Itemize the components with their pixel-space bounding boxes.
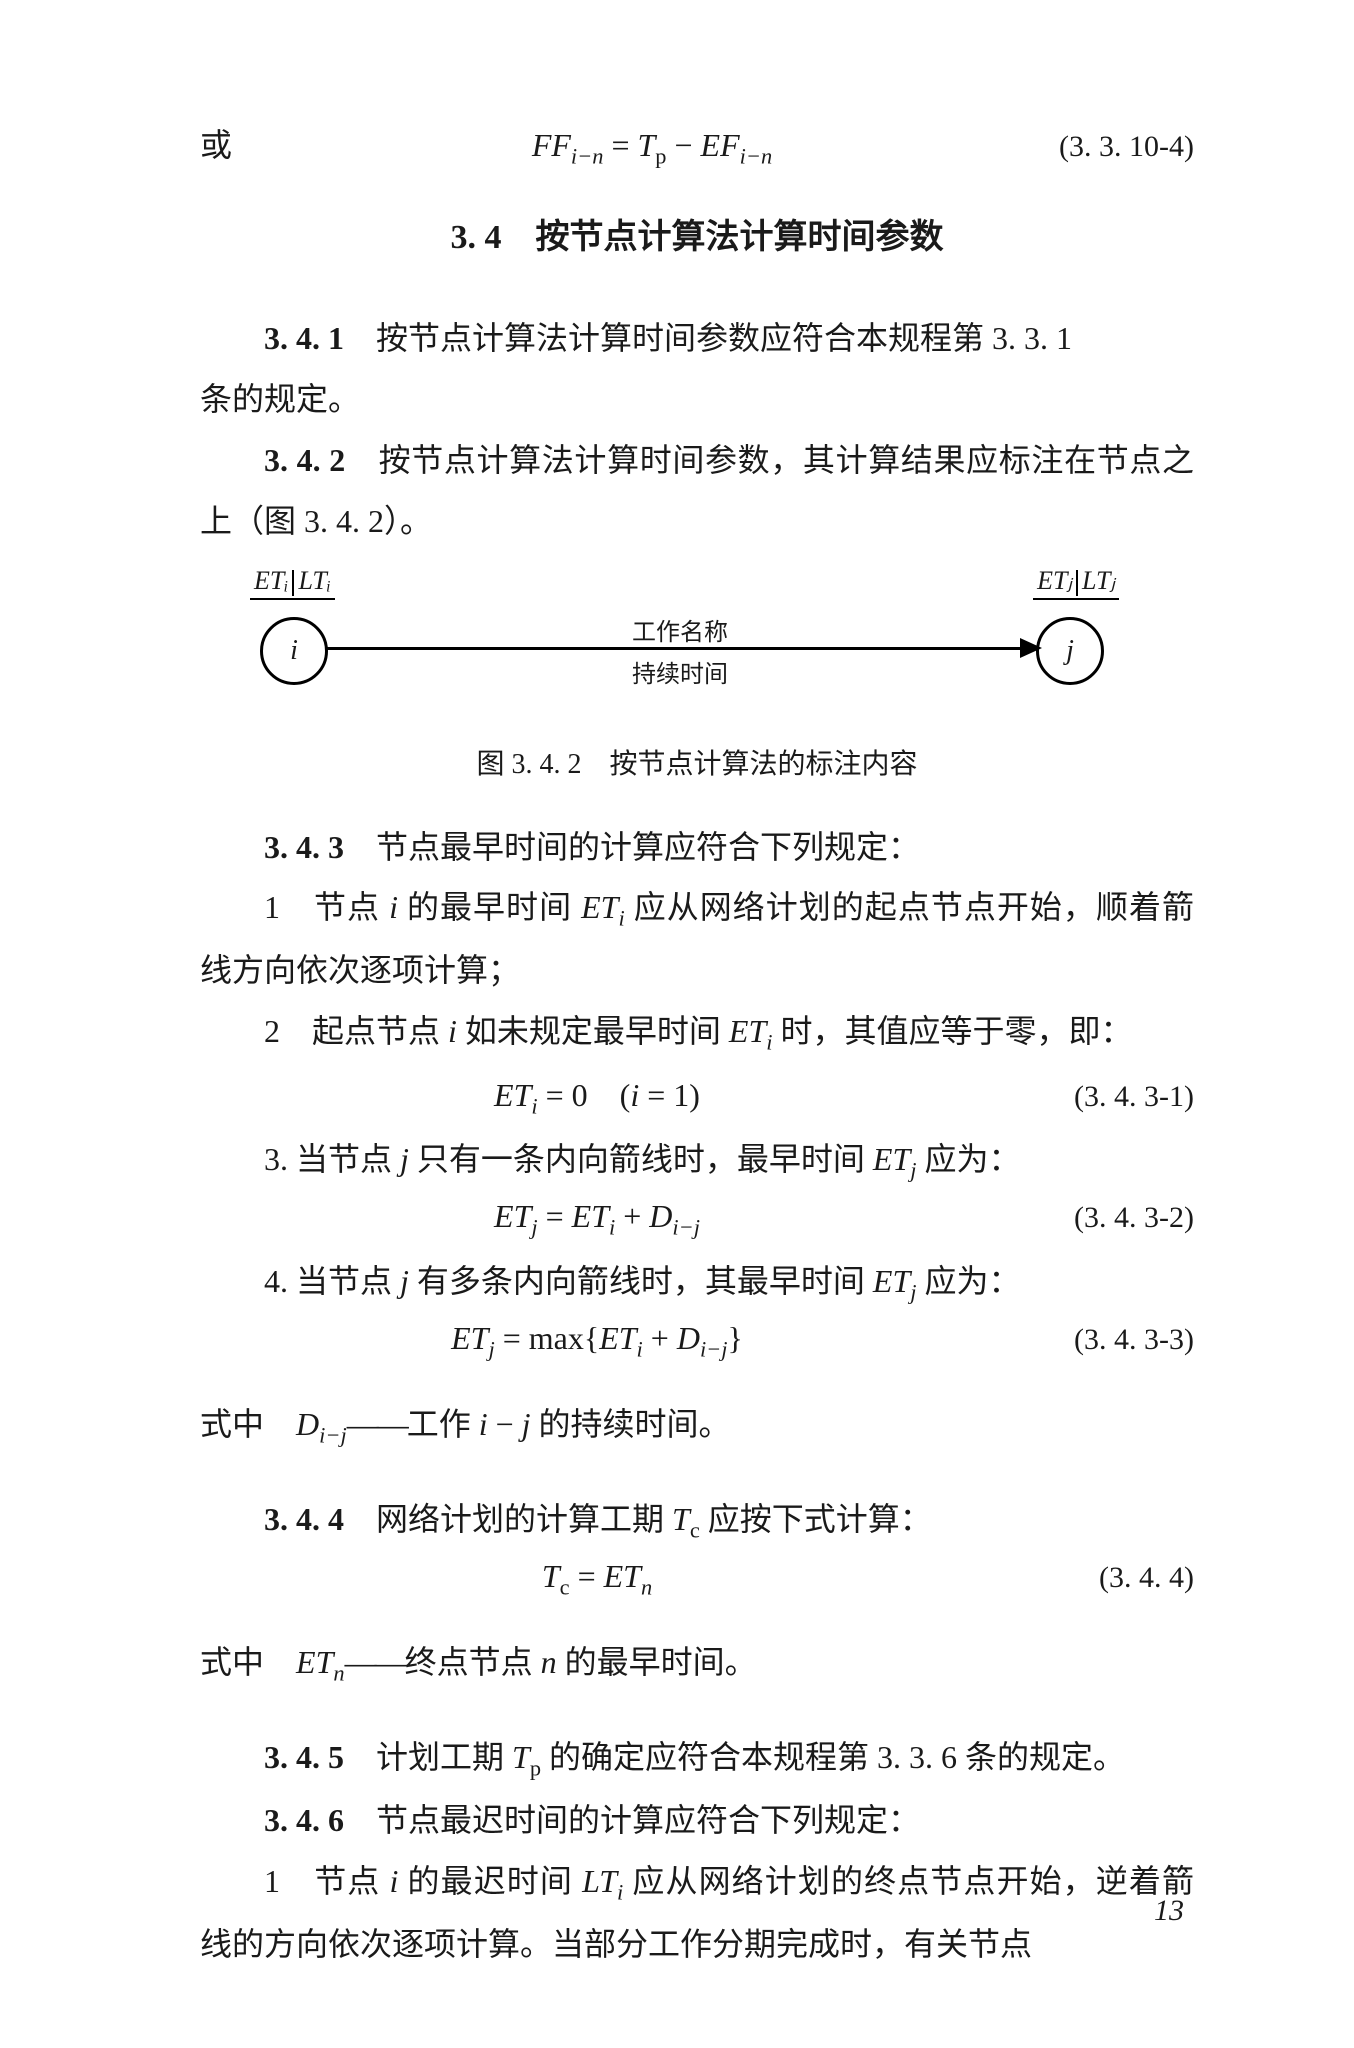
arrow-top-text: 工作名称 [580,612,780,647]
arrow-head-icon [1020,638,1042,658]
para-3-4-3: 3. 4. 3 节点最早时间的计算应符合下列规定： [200,817,1194,878]
eq-number: (3. 4. 3-2) [994,1201,1194,1235]
item-3-4-3-1: 1 节点 i 的最早时间 ETi 应从网络计划的起点节点开始，顺着箭线方向依次逐… [200,877,1194,1001]
eq-number: (3. 4. 4) [994,1561,1194,1595]
equation-3-4-3-1: ETi = 0 (i = 1) (3. 4. 3-1) [200,1070,1194,1119]
page: 或 FFi−n = Tp − EFi−n (3. 3. 10-4) 3. 4 按… [0,0,1354,2048]
node-j-circle: j [1036,617,1104,685]
section-3-4-title: 3. 4 按节点计算法计算时间参数 [200,209,1194,258]
eq-formula: Tc = ETn [200,1558,994,1600]
eq-formula: FFi−n = Tp − EFi−n [310,127,994,169]
arrow-bot-text: 持续时间 [580,654,780,689]
where-ETn: 式中 ETn——终点节点 n 的最早时间。 [200,1632,1194,1695]
node-j-label: ETⱼLTⱼ [1033,566,1119,600]
para-3-4-4: 3. 4. 4 网络计划的计算工期 Tc 应按下式计算： [200,1489,1194,1552]
figure-3-4-2-caption: 图 3. 4. 2 按节点计算法的标注内容 [200,742,1194,782]
equation-3-4-4: Tc = ETn (3. 4. 4) [200,1558,1194,1600]
page-number: 13 [1154,1894,1184,1928]
item-3-4-3-2: 2 起点节点 i 如未规定最早时间 ETi 时，其值应等于零，即： [200,1001,1194,1064]
equation-3-4-3-3: ETj = max{ETi + Di−j} (3. 4. 3-3) [200,1320,1194,1362]
eq-number: (3. 3. 10-4) [994,130,1194,164]
item-3-4-6-1: 1 节点 i 的最迟时间 LTi 应从网络计划的终点节点开始，逆着箭线的方向依次… [200,1851,1194,1975]
eq-formula: ETj = max{ETi + Di−j} [200,1320,994,1362]
arrow-shaft [325,647,1025,650]
node-i-label: ETᵢLTᵢ [250,566,335,600]
where-D: 式中 Di−j——工作 i − j 的持续时间。 [200,1394,1194,1457]
para-3-4-6: 3. 4. 6 节点最迟时间的计算应符合下列规定： [200,1790,1194,1851]
item-3-4-3-4: 4. 当节点 j 有多条内向箭线时，其最早时间 ETj 应为： [200,1251,1194,1314]
eq-formula: ETi = 0 (i = 1) [200,1070,994,1119]
para-3-4-5: 3. 4. 5 计划工期 Tp 的确定应符合本规程第 3. 3. 6 条的规定。 [200,1727,1194,1790]
eq-formula: ETj = ETi + Di−j [200,1198,994,1240]
figure-3-4-2-diagram: ETᵢLTᵢ ETⱼLTⱼ i j 工作名称 持续时间 [260,572,1134,712]
eq-number: (3. 4. 3-3) [994,1323,1194,1357]
node-i-circle: i [260,617,328,685]
item-3-4-3-3: 3. 当节点 j 只有一条内向箭线时，最早时间 ETj 应为： [200,1129,1194,1192]
equation-3-4-3-2: ETj = ETi + Di−j (3. 4. 3-2) [200,1198,1194,1240]
eq-number: (3. 4. 3-1) [994,1080,1194,1114]
equation-3-3-10-4: 或 FFi−n = Tp − EFi−n (3. 3. 10-4) [200,120,1194,169]
para-3-4-2: 3. 4. 2 按节点计算法计算时间参数，其计算结果应标注在节点之上（图 3. … [200,430,1194,552]
eq-prefix: 或 [200,120,310,166]
para-3-4-1: 3. 4. 1 按节点计算法计算时间参数应符合本规程第 3. 3. 1条的规定。 [200,308,1194,430]
